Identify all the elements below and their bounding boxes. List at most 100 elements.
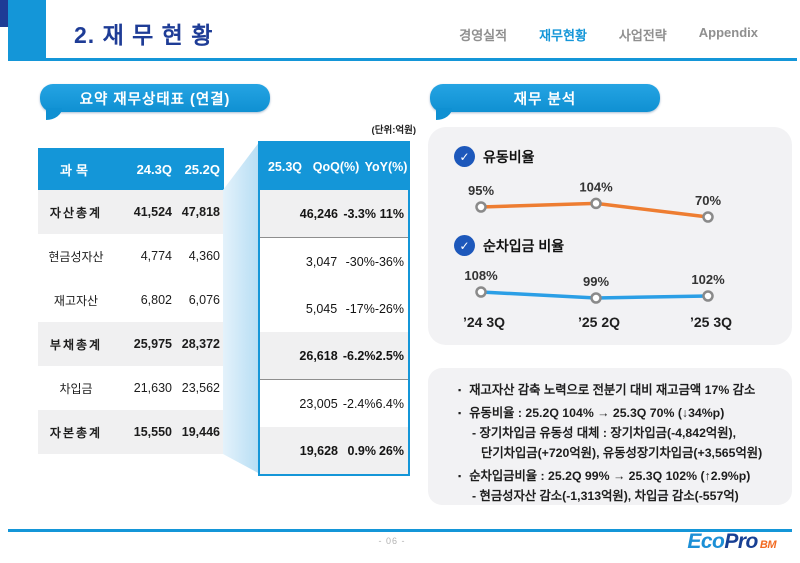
note-line: ▪ 유동비율 : 25.2Q 104% → 25.3Q 70% (↓34%p) <box>458 405 774 421</box>
nav-item-business-results[interactable]: 경영실적 <box>459 28 508 43</box>
cell-qoq: -3.3% <box>343 206 376 221</box>
cell-yoy: 11% <box>379 206 404 221</box>
table-row: 46,246 -3.3% 11% <box>260 190 408 237</box>
note-subline: - 장기차입금 유동성 대체 : 장기차입금(-4,842억원), <box>472 426 737 440</box>
row-label: 부채총계 <box>49 337 103 352</box>
svg-text:108%: 108% <box>464 268 498 283</box>
logo-pro: Pro <box>724 530 758 553</box>
net-debt-ratio-header: ✓ 순차입금 비율 <box>454 235 564 256</box>
nav-item-financial-status[interactable]: 재무현황 <box>539 28 587 43</box>
table-row: 차입금 21,630 23,562 <box>38 366 224 410</box>
check-icon: ✓ <box>454 146 475 167</box>
cell-value: 26,618 <box>299 348 338 363</box>
unit-label: (단위:억원) <box>371 125 416 136</box>
analysis-section-title: 재무 분석 <box>513 91 577 108</box>
table-row: 재고자산 6,802 6,076 <box>38 278 224 322</box>
table-row: 자본총계 15,550 19,446 <box>38 410 224 454</box>
col-header-25-3q: 25.3Q <box>267 159 303 174</box>
cell-value: 47,818 <box>181 205 220 219</box>
cell-qoq: -17% <box>345 301 375 316</box>
note-text: 순차입금비율 : 25.2Q 99% → 25.3Q 102% (↑2.9%p) <box>469 469 751 483</box>
note-text: 재고자산 감축 노력으로 전분기 대비 재고금액 17% 감소 <box>469 383 756 397</box>
svg-text:’25 2Q: ’25 2Q <box>578 314 620 330</box>
nav-item-business-strategy[interactable]: 사업전략 <box>618 28 667 43</box>
table-row: 26,618 -6.2% 2.5% <box>260 332 408 379</box>
cell-value: 28,372 <box>181 337 220 351</box>
row-label: 자본총계 <box>49 425 103 440</box>
section-pill-summary: 요약 재무상태표 (연결) <box>40 84 270 120</box>
cell-value: 15,550 <box>133 425 172 439</box>
cell-value: 4,774 <box>140 249 172 263</box>
row-label: 재고자산 <box>53 293 99 308</box>
row-label: 자산총계 <box>49 205 103 220</box>
highlight-table-header: 25.3Q QoQ(%) YoY(%) <box>260 143 408 190</box>
summary-table-header: 과목 24.3Q 25.2Q <box>38 148 224 190</box>
cell-qoq: -30% <box>345 254 375 269</box>
cell-value: 3,047 <box>305 254 338 269</box>
col-header-account: 과목 <box>60 162 92 178</box>
analysis-notes-card: ▪ 재고자산 감축 노력으로 전분기 대비 재고금액 17% 감소 ▪ 유동비율… <box>428 368 792 505</box>
page-title: 2. 재 무 현 황 <box>74 22 214 48</box>
corner-accent <box>0 0 8 27</box>
note-subline: 단기차입금(+720억원), 유동성장기차입금(+3,565억원) <box>481 446 763 460</box>
summary-section-title: 요약 재무상태표 (연결) <box>79 91 231 108</box>
cell-yoy: -26% <box>374 301 404 316</box>
highlight-table: 25.3Q QoQ(%) YoY(%) 46,246 -3.3% 11% 3,0… <box>258 141 410 476</box>
zoom-connector <box>223 141 260 474</box>
logo-eco: Eco <box>687 530 725 553</box>
title-accent-bar <box>8 0 46 60</box>
cell-value: 21,630 <box>133 381 172 395</box>
cell-value: 46,246 <box>299 206 338 221</box>
svg-text:70%: 70% <box>695 193 721 208</box>
nav-item-appendix[interactable]: Appendix <box>698 25 758 40</box>
section-pill-analysis: 재무 분석 <box>430 84 660 120</box>
cell-value: 25,975 <box>133 337 172 351</box>
cell-qoq: -6.2% <box>342 348 376 363</box>
cell-value: 41,524 <box>133 205 172 219</box>
table-row: 23,005 -2.4% 6.4% <box>260 379 408 427</box>
logo-bm: BM <box>759 539 777 551</box>
cell-qoq: 0.9% <box>347 443 377 458</box>
summary-table: 과목 24.3Q 25.2Q 자산총계 41,524 47,818 현금성자산 … <box>38 148 224 454</box>
svg-text:102%: 102% <box>691 272 725 287</box>
ecopro-bm-logo: EcoPro BM <box>687 530 776 554</box>
svg-text:’24 3Q: ’24 3Q <box>463 314 505 330</box>
cell-value: 23,005 <box>299 396 338 411</box>
table-row: 19,628 0.9% 26% <box>260 427 408 474</box>
note-text: 유동비율 : 25.2Q 104% → 25.3Q 70% (↓34%p) <box>469 406 725 420</box>
page-number: - 06 - <box>378 536 406 546</box>
bullet-icon: ▪ <box>458 408 462 418</box>
check-icon: ✓ <box>454 235 475 256</box>
col-header-24-3q: 24.3Q <box>136 161 172 177</box>
table-row: 자산총계 41,524 47,818 <box>38 190 224 234</box>
col-header-qoq: QoQ(%) <box>312 159 360 174</box>
svg-text:95%: 95% <box>468 183 494 198</box>
cell-value: 6,802 <box>140 293 172 307</box>
bullet-icon: ▪ <box>458 385 462 395</box>
cell-yoy: 6.4% <box>375 396 405 411</box>
table-row: 5,045 -17% -26% <box>260 285 408 332</box>
svg-text:’25 3Q: ’25 3Q <box>690 314 732 330</box>
cell-value: 23,562 <box>181 381 220 395</box>
chart-title: 순차입금 비율 <box>483 237 565 254</box>
chart-title: 유동비율 <box>483 148 535 165</box>
table-row: 부채총계 25,975 28,372 <box>38 322 224 366</box>
current-ratio-header: ✓ 유동비율 <box>454 146 535 167</box>
analysis-chart-card: 95% 104% 70% 108% 99% 102% ’24 3Q ’25 2Q ’25 3Q … <box>428 127 792 345</box>
cell-value: 6,076 <box>188 293 220 307</box>
cell-value: 19,628 <box>299 443 338 458</box>
cell-qoq: -2.4% <box>342 396 376 411</box>
svg-text:99%: 99% <box>583 274 609 289</box>
cell-yoy: 26% <box>378 443 404 458</box>
cell-value: 5,045 <box>305 301 338 316</box>
cell-value: 4,360 <box>188 249 220 263</box>
cell-yoy: -36% <box>374 254 404 269</box>
cell-yoy: 2.5% <box>375 348 405 363</box>
table-row: 현금성자산 4,774 4,360 <box>38 234 224 278</box>
ratio-line-charts: 95% 104% 70% 108% 99% 102% ’24 3Q ’25 2Q ’25 3Q <box>463 179 732 330</box>
top-nav: 경영실적 재무현황 사업전략 Appendix <box>459 25 758 44</box>
table-row: 3,047 -30% -36% <box>260 237 408 285</box>
svg-text:104%: 104% <box>579 179 613 194</box>
header-divider <box>8 58 797 61</box>
